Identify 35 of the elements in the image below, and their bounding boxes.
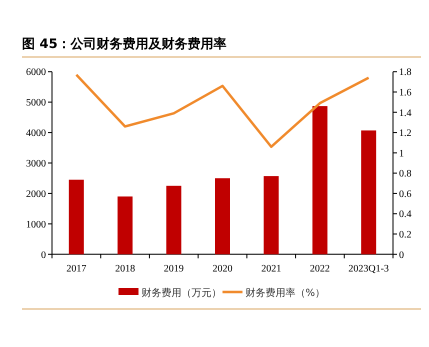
y-tick-label: 0 [41,250,46,261]
y2-tick-label: 1 [399,148,404,160]
legend-label: 财务费用率（%） [246,287,326,299]
y2-tick-label: 1.2 [399,128,412,140]
line-series [75,73,370,148]
bar [118,196,133,254]
x-tick-label: 2017 [66,263,86,274]
y2-tick-label: 1.4 [399,108,412,119]
bar [264,176,279,254]
y2-tick-label: 1.6 [399,87,412,98]
y2-tick-label: 0.6 [399,188,412,200]
bar [361,130,376,254]
x-tick-label: 2021 [261,263,282,274]
y-tick-label: 3000 [26,158,46,170]
x-tick-label: 2018 [115,263,136,274]
x-tick-label: 2019 [164,263,184,274]
legend-label: 财务费用（万元） [142,287,222,299]
y-tick-label: 1000 [26,219,46,230]
y-tick-label: 4000 [26,128,46,140]
y2-tick-label: 1.8 [399,67,412,78]
x-tick-label: 2023Q1-3 [348,263,389,274]
y-tick-label: 6000 [26,67,46,78]
y2-tick-label: 0.4 [399,209,412,220]
y2-tick-label: 0 [399,250,404,261]
y-tick-label: 5000 [26,98,46,109]
x-tick-label: 2020 [212,263,232,274]
x-tick-label: 2022 [310,263,330,274]
bar [312,106,328,254]
y2-tick-label: 0.8 [399,168,412,180]
y2-tick-label: 0.2 [399,230,412,241]
chart-title: 图 45：公司财务费用及财务费用率 [22,36,227,52]
bar [68,180,84,254]
bar [166,186,182,254]
bar [215,178,230,254]
y-tick-label: 2000 [26,188,46,200]
